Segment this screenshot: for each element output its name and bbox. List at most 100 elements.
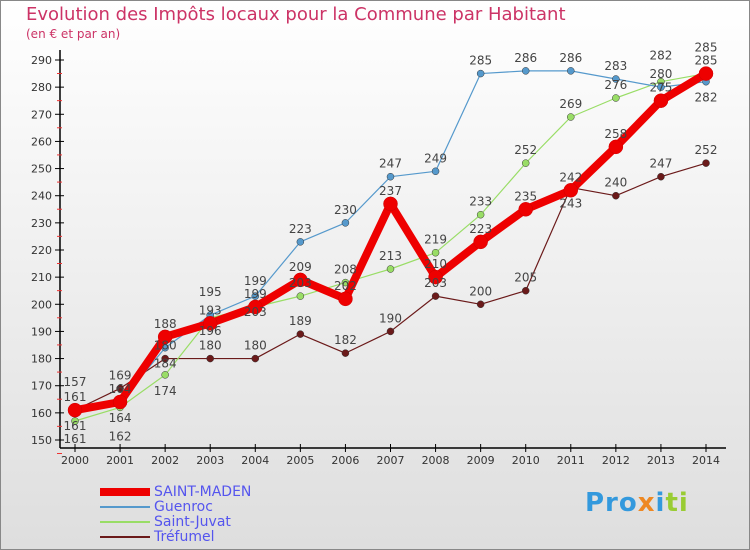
data-label: 174 xyxy=(154,384,177,398)
data-point xyxy=(341,219,350,227)
data-label: 233 xyxy=(469,195,492,209)
data-label: 210 xyxy=(424,257,447,271)
data-point xyxy=(608,139,624,155)
data-label: 285 xyxy=(469,54,492,68)
data-point xyxy=(296,292,305,300)
data-label: 184 xyxy=(154,357,177,371)
data-point xyxy=(386,327,395,336)
data-point xyxy=(657,83,665,91)
x-tick-label: 2011 xyxy=(557,454,585,467)
data-point xyxy=(431,167,440,176)
data-point xyxy=(698,66,714,81)
x-tick-label: 2001 xyxy=(106,454,134,467)
data-point xyxy=(296,330,305,338)
data-label: 190 xyxy=(379,311,402,325)
data-label: 285 xyxy=(695,54,718,68)
y-tick-label: 270 xyxy=(31,108,52,121)
data-label: 209 xyxy=(289,260,312,274)
data-point xyxy=(567,67,575,75)
data-label: 247 xyxy=(649,157,672,171)
chart-subtitle: (en € et par an) xyxy=(26,27,121,41)
data-label: 282 xyxy=(695,91,718,105)
data-label: 164 xyxy=(109,411,132,425)
data-label: 237 xyxy=(379,184,402,198)
data-point xyxy=(296,238,305,246)
data-label: 205 xyxy=(514,271,537,285)
data-label: 213 xyxy=(379,249,402,263)
data-label: 243 xyxy=(559,197,582,211)
data-point xyxy=(567,113,575,121)
data-label: 203 xyxy=(289,276,312,290)
data-point xyxy=(521,67,530,75)
x-tick-label: 2002 xyxy=(151,454,179,467)
legend-swatch xyxy=(100,536,150,538)
data-label: 189 xyxy=(289,314,312,328)
data-label: 283 xyxy=(604,59,627,73)
legend-item: Guenroc xyxy=(100,499,213,515)
data-point xyxy=(341,349,350,357)
data-label: 208 xyxy=(334,263,357,277)
data-label: 252 xyxy=(514,143,537,157)
data-point xyxy=(563,183,579,198)
data-label: 275 xyxy=(649,81,672,95)
y-tick-label: 290 xyxy=(31,54,52,67)
data-label: 169 xyxy=(109,368,132,382)
data-label: 196 xyxy=(199,324,222,338)
data-point xyxy=(386,172,395,181)
data-label: 200 xyxy=(469,284,492,298)
data-point xyxy=(518,202,533,217)
data-label: 193 xyxy=(199,303,222,317)
y-tick-label: 180 xyxy=(31,353,52,366)
data-point xyxy=(428,269,443,285)
x-tick-label: 2009 xyxy=(467,454,495,467)
chart-title: Evolution des Impôts locaux pour la Comm… xyxy=(26,4,566,25)
y-tick-label: 260 xyxy=(31,135,52,148)
legend-label: Tréfumel xyxy=(154,529,215,545)
legend-swatch xyxy=(100,506,150,508)
data-label: 240 xyxy=(604,176,627,190)
data-point xyxy=(67,402,83,418)
legend-item: SAINT-MADEN xyxy=(100,484,251,500)
x-tick-label: 2006 xyxy=(331,454,359,467)
data-point xyxy=(116,384,124,393)
data-label: 188 xyxy=(154,317,177,331)
data-label: 161 xyxy=(64,390,87,404)
y-tick-label: 280 xyxy=(31,81,52,94)
y-tick-label: 190 xyxy=(31,325,52,338)
data-label: 161 xyxy=(64,419,87,433)
y-tick-label: 230 xyxy=(31,217,52,230)
data-label: 286 xyxy=(514,51,537,65)
data-label: 180 xyxy=(154,339,177,353)
legend-label: Saint-Juvat xyxy=(154,514,231,530)
x-tick-label: 2003 xyxy=(196,454,224,467)
proxiti-logo: Proxiti xyxy=(585,488,689,518)
legend-swatch xyxy=(100,521,150,523)
data-point xyxy=(202,316,218,331)
legend-swatch xyxy=(100,488,150,496)
data-label: 247 xyxy=(379,157,402,171)
data-label: 252 xyxy=(695,143,718,157)
data-label: 219 xyxy=(424,233,447,247)
data-point xyxy=(112,394,128,410)
data-label: 199 xyxy=(244,287,267,301)
data-point xyxy=(612,191,620,200)
data-point xyxy=(383,196,398,212)
data-point xyxy=(431,292,440,300)
x-tick-label: 2010 xyxy=(512,454,540,467)
data-label: 182 xyxy=(334,333,357,347)
x-tick-label: 2014 xyxy=(692,454,720,467)
data-label: 202 xyxy=(334,279,357,293)
data-point xyxy=(612,75,620,83)
data-point xyxy=(71,417,79,425)
y-tick-label: 160 xyxy=(31,407,52,420)
data-point xyxy=(157,329,173,345)
x-tick-label: 2005 xyxy=(286,454,314,467)
data-label: 180 xyxy=(199,339,222,353)
data-point xyxy=(431,248,440,257)
data-label: 242 xyxy=(559,170,582,184)
data-label: 285 xyxy=(695,41,718,55)
data-point xyxy=(521,159,530,167)
data-label: 223 xyxy=(289,222,312,236)
